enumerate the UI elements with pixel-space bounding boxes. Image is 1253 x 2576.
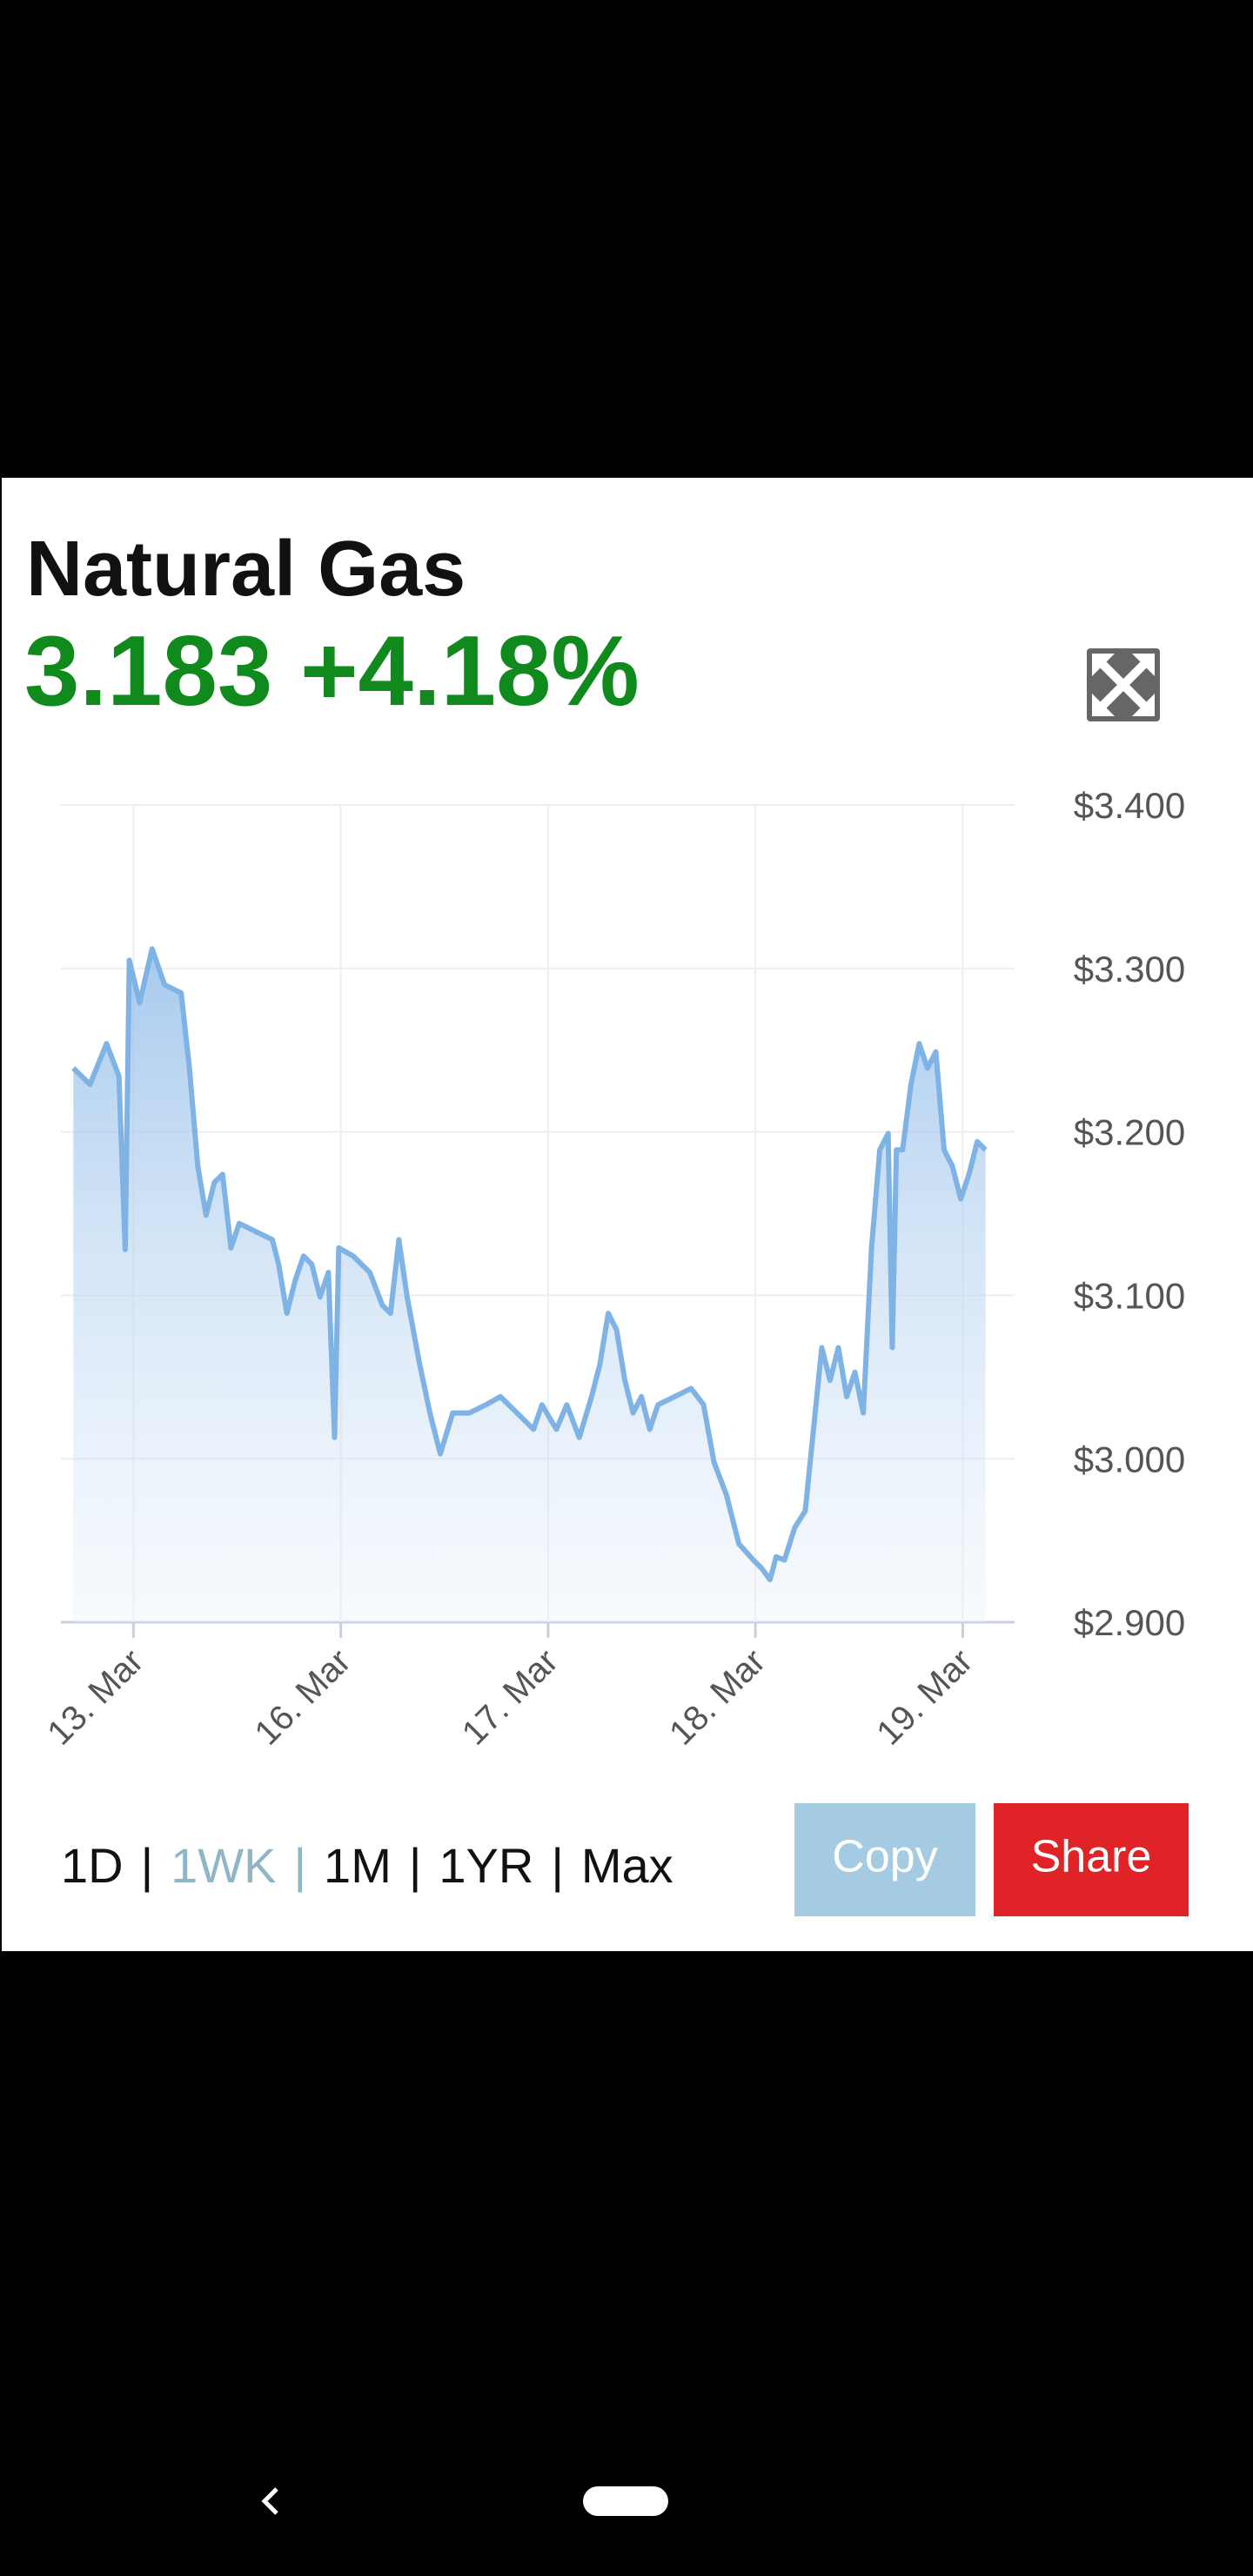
- area-fill: [73, 949, 986, 1622]
- range-tab[interactable]: 1WK: [171, 1838, 276, 1893]
- nav-home[interactable]: [583, 2486, 668, 2516]
- copy-label: Copy: [832, 1832, 937, 1882]
- change: +4.18%: [300, 616, 640, 727]
- range-tabs: 1D | 1WK | 1M | 1YR | Max: [61, 1838, 673, 1893]
- range-tab[interactable]: Max: [581, 1838, 673, 1893]
- expand-arrows: [1092, 654, 1155, 716]
- quote: 3.183 +4.18%: [24, 616, 640, 727]
- instrument-title: Natural Gas: [26, 526, 466, 613]
- range-tab[interactable]: 1YR: [439, 1838, 533, 1893]
- price: 3.183: [24, 616, 272, 727]
- range-separator: |: [551, 1838, 564, 1893]
- expand-icon: [1094, 655, 1153, 714]
- y-tick-label: $3.000: [1074, 1439, 1185, 1479]
- expand-button[interactable]: [1087, 648, 1160, 721]
- range-separator: |: [294, 1838, 307, 1893]
- share-label: Share: [1031, 1832, 1152, 1882]
- y-tick-label: $3.100: [1074, 1275, 1185, 1316]
- copy-button[interactable]: [794, 1803, 975, 1916]
- y-tick-label: $3.200: [1074, 1112, 1185, 1153]
- nav-back[interactable]: [261, 2487, 278, 2515]
- range-separator: |: [409, 1838, 422, 1893]
- y-tick-label: $3.300: [1074, 949, 1185, 989]
- price-line: [71, 946, 988, 1583]
- share-button[interactable]: [994, 1803, 1189, 1916]
- y-tick-label: $2.900: [1074, 1602, 1185, 1643]
- y-tick-label: $3.400: [1074, 785, 1185, 826]
- range-tab[interactable]: 1D: [61, 1838, 124, 1893]
- range-tab-row: 1D | 1WK | 1M | 1YR | Max: [61, 1838, 673, 1893]
- range-separator: |: [141, 1838, 154, 1893]
- range-tab[interactable]: 1M: [324, 1838, 392, 1893]
